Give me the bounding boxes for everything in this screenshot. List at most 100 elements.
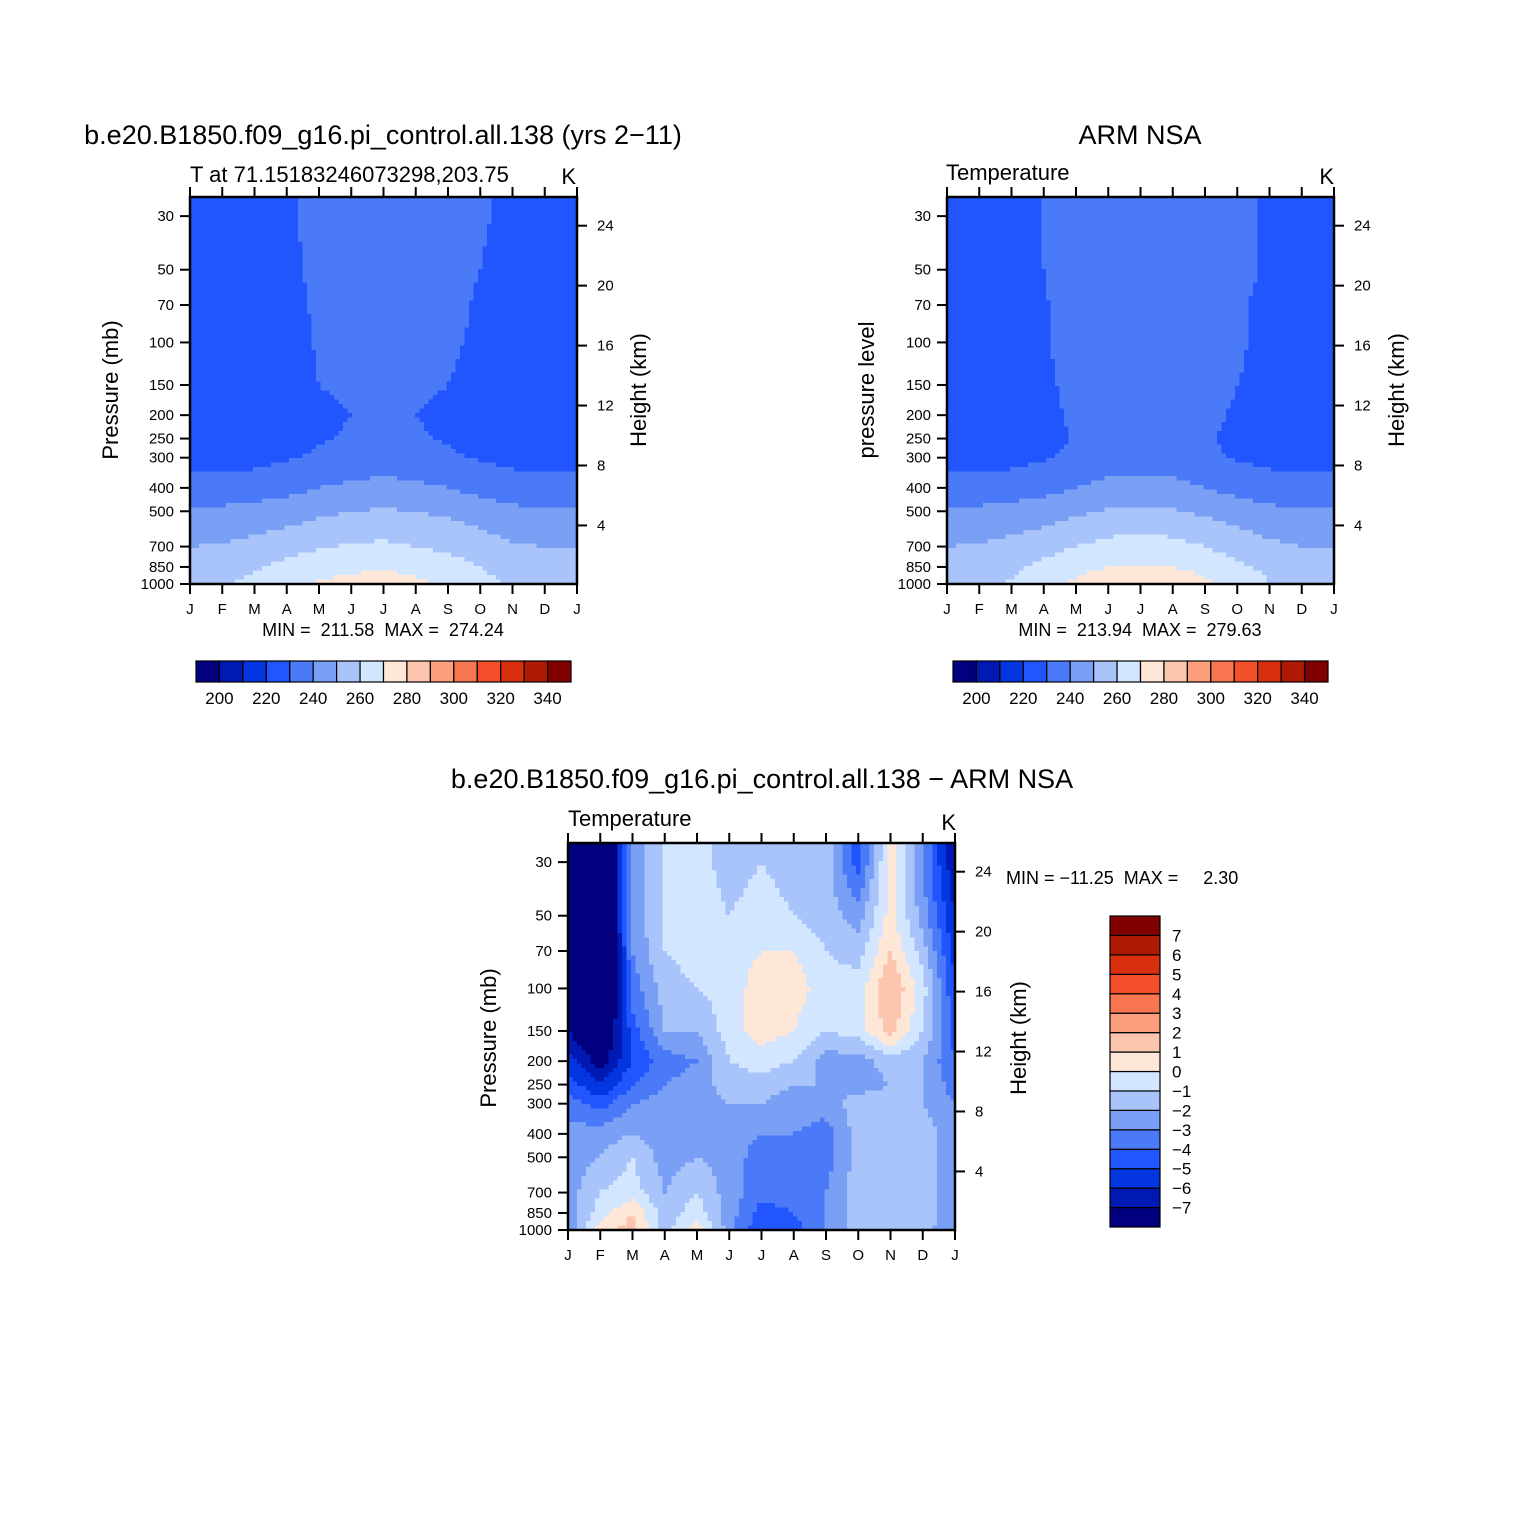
contour-cell — [392, 372, 398, 378]
contour-cell — [230, 408, 236, 414]
contour-cell — [253, 341, 259, 347]
contour-cell — [527, 354, 533, 360]
contour-cell — [329, 219, 335, 225]
contour-cell — [280, 332, 286, 338]
contour-cell — [442, 215, 448, 221]
contour-cell — [275, 426, 281, 432]
contour-cell — [563, 440, 569, 446]
contour-cell — [491, 368, 497, 374]
contour-cell — [271, 368, 277, 374]
contour-cell — [532, 381, 538, 387]
contour-cell — [437, 224, 443, 230]
contour-cell — [320, 435, 326, 441]
contour-cell — [356, 197, 362, 203]
contour-cell — [568, 350, 574, 356]
contour-cell — [271, 228, 277, 234]
contour-cell — [496, 435, 502, 441]
contour-cell — [500, 368, 506, 374]
contour-cell — [496, 363, 502, 369]
contour-cell — [383, 444, 389, 450]
contour-cell — [433, 296, 439, 302]
contour-cell — [451, 327, 457, 333]
contour-cell — [379, 300, 385, 306]
contour-cell — [464, 323, 470, 329]
contour-cell — [343, 255, 349, 261]
contour-cell — [478, 363, 484, 369]
contour-cell — [424, 300, 430, 306]
contour-cell — [541, 453, 547, 459]
contour-cell — [563, 197, 569, 203]
contour-cell — [397, 327, 403, 333]
contour-cell — [509, 201, 515, 207]
contour-cell — [311, 201, 317, 207]
contour-cell — [347, 404, 353, 410]
contour-cell — [437, 444, 443, 450]
contour-cell — [190, 269, 196, 275]
contour-cell — [311, 444, 317, 450]
contour-cell — [415, 426, 421, 432]
contour-cell — [469, 305, 475, 311]
contour-cell — [338, 273, 344, 279]
contour-cell — [518, 291, 524, 297]
contour-cell — [329, 242, 335, 248]
contour-cell — [379, 251, 385, 257]
contour-cell — [307, 422, 313, 428]
contour-cell — [388, 201, 394, 207]
contour-cell — [307, 363, 313, 369]
contour-cell — [442, 408, 448, 414]
contour-cell — [550, 287, 556, 293]
contour-cell — [545, 422, 551, 428]
contour-cell — [212, 318, 218, 324]
contour-cell — [352, 314, 358, 320]
contour-cell — [469, 201, 475, 207]
contour-cell — [554, 377, 560, 383]
contour-cell — [514, 273, 520, 279]
contour-cell — [532, 305, 538, 311]
contour-cell — [266, 408, 272, 414]
contour-cell — [401, 390, 407, 396]
contour-cell — [289, 282, 295, 288]
contour-cell — [482, 431, 488, 437]
contour-cell — [532, 269, 538, 275]
contour-cell — [514, 354, 520, 360]
contour-cell — [374, 300, 380, 306]
contour-cell — [226, 246, 232, 252]
contour-cell — [487, 242, 493, 248]
contour-cell — [410, 318, 416, 324]
contour-cell — [424, 435, 430, 441]
contour-cell — [208, 422, 214, 428]
contour-cell — [370, 305, 376, 311]
contour-cell — [347, 399, 353, 405]
contour-cell — [302, 255, 308, 261]
contour-cell — [473, 269, 479, 275]
contour-cell — [316, 426, 322, 432]
contour-cell — [244, 377, 250, 383]
contour-cell — [379, 408, 385, 414]
contour-cell — [239, 269, 245, 275]
contour-cell — [527, 278, 533, 284]
contour-cell — [397, 350, 403, 356]
contour-cell — [194, 300, 200, 306]
contour-cell — [275, 444, 281, 450]
contour-cell — [356, 332, 362, 338]
contour-cell — [217, 336, 223, 342]
contour-cell — [352, 296, 358, 302]
contour-cell — [365, 363, 371, 369]
contour-cell — [559, 327, 565, 333]
contour-cell — [208, 246, 214, 252]
contour-cell — [230, 440, 236, 446]
contour-cell — [469, 417, 475, 423]
contour-cell — [361, 260, 367, 266]
contour-cell — [217, 399, 223, 405]
contour-cell — [428, 287, 434, 293]
contour-cell — [194, 287, 200, 293]
contour-cell — [518, 408, 524, 414]
contour-cell — [518, 296, 524, 302]
contour-cell — [478, 309, 484, 315]
contour-cell — [509, 278, 515, 284]
contour-cell — [347, 246, 353, 252]
contour-cell — [460, 399, 466, 405]
contour-cell — [442, 237, 448, 243]
contour-cell — [212, 413, 218, 419]
contour-cell — [370, 413, 376, 419]
